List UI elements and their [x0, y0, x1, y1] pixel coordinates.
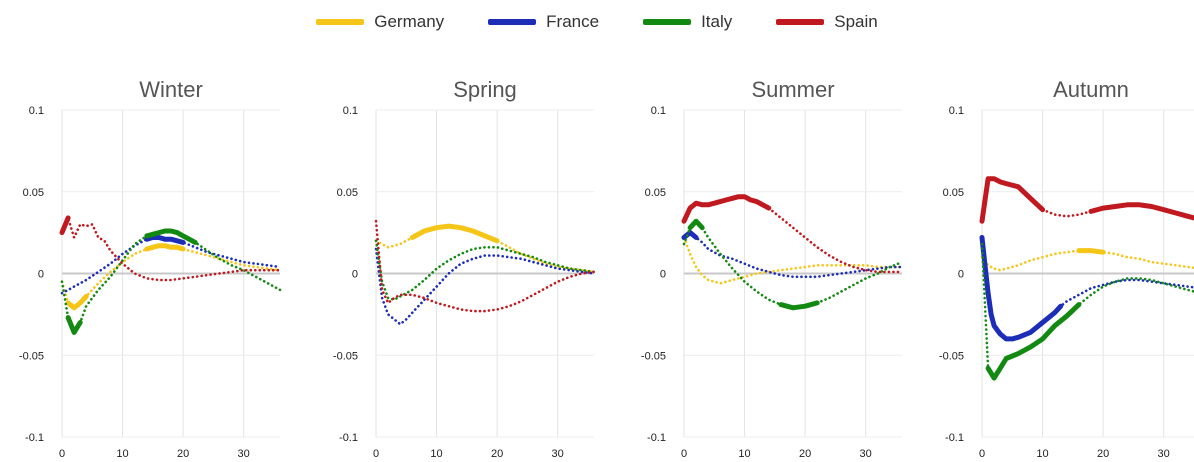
- y-tick-label: 0.05: [23, 187, 44, 199]
- chart-panel-summer: Summer 0 10 20 30 0.1 0.05 0 -0.05 -0.1: [641, 77, 902, 460]
- y-tick-label: -0.1: [25, 432, 44, 444]
- series-significant-segment-spain: [1091, 205, 1194, 220]
- x-tick-label: 30: [238, 448, 250, 460]
- series-significant-segment-germany: [68, 296, 86, 307]
- series-significant-segment-france: [147, 238, 183, 243]
- x-tick-label: 20: [799, 448, 811, 460]
- y-tick-label: 0.05: [645, 187, 666, 199]
- x-tick-label: 30: [552, 448, 564, 460]
- y-tick-label: -0.1: [945, 432, 964, 444]
- y-tick-label: 0.1: [651, 105, 666, 117]
- series-significant-segment-germany: [147, 246, 183, 249]
- series-significant-segment-italy: [690, 221, 702, 228]
- y-tick-label: -0.05: [333, 350, 358, 362]
- series-significant-segment-spain: [982, 179, 1043, 222]
- series-line-italy: [376, 241, 594, 300]
- series-significant-segment-italy: [781, 303, 817, 308]
- x-tick-label: 0: [59, 448, 65, 460]
- series-significant-segment-germany: [412, 226, 497, 241]
- x-tick-label: 30: [1158, 448, 1170, 460]
- chart-panel-winter: Winter 0 10 20 30 0.1 0.05 0 -0.05 -0.1: [19, 77, 280, 460]
- y-tick-label: 0: [352, 269, 358, 281]
- x-tick-label: 0: [681, 448, 687, 460]
- series-significant-segment-germany: [1079, 251, 1103, 253]
- series-line-france: [684, 233, 902, 277]
- y-tick-label: 0.1: [949, 105, 964, 117]
- y-tick-label: -0.1: [339, 432, 358, 444]
- y-tick-label: -0.1: [647, 432, 666, 444]
- series-line-spain: [684, 197, 902, 272]
- panel-title: Autumn: [1053, 77, 1129, 102]
- y-tick-label: -0.05: [641, 350, 666, 362]
- x-tick-label: 0: [373, 448, 379, 460]
- series-significant-segment-italy: [68, 318, 80, 333]
- y-tick-label: 0: [38, 269, 44, 281]
- series-line-germany: [376, 226, 594, 272]
- series-line-germany: [62, 246, 280, 308]
- panel-title: Spring: [453, 77, 517, 102]
- series-significant-segment-spain: [684, 197, 769, 222]
- series-line-germany: [982, 251, 1194, 271]
- y-tick-label: -0.05: [939, 350, 964, 362]
- y-tick-label: 0: [958, 269, 964, 281]
- x-tick-label: 10: [116, 448, 128, 460]
- series-significant-segment-france: [982, 238, 1061, 339]
- series-line-france: [376, 249, 594, 324]
- x-tick-label: 20: [1097, 448, 1109, 460]
- x-tick-label: 10: [738, 448, 750, 460]
- y-tick-label: 0.05: [943, 187, 964, 199]
- y-tick-label: 0.1: [343, 105, 358, 117]
- panel-title: Summer: [751, 77, 834, 102]
- x-tick-label: 20: [177, 448, 189, 460]
- y-tick-label: -0.05: [19, 350, 44, 362]
- x-tick-label: 30: [860, 448, 872, 460]
- x-tick-label: 10: [1036, 448, 1048, 460]
- x-tick-label: 20: [491, 448, 503, 460]
- series-significant-segment-italy: [988, 305, 1079, 379]
- y-tick-label: 0.05: [337, 187, 358, 199]
- y-tick-label: 0: [660, 269, 666, 281]
- series-significant-segment-france: [684, 233, 696, 238]
- chart-panel-spring: Spring 0 10 20 30 0.1 0.05 0 -0.05 -0.1: [333, 77, 594, 460]
- series-significant-segment-spain: [62, 218, 68, 233]
- chart-panel-autumn: Autumn 0 10 20 30 0.1 0.05 0 -0.05 -0.1: [939, 77, 1194, 460]
- x-tick-label: 10: [430, 448, 442, 460]
- series-line-italy: [684, 221, 902, 308]
- x-tick-label: 0: [979, 448, 985, 460]
- y-tick-label: 0.1: [29, 105, 44, 117]
- panel-title: Winter: [139, 77, 203, 102]
